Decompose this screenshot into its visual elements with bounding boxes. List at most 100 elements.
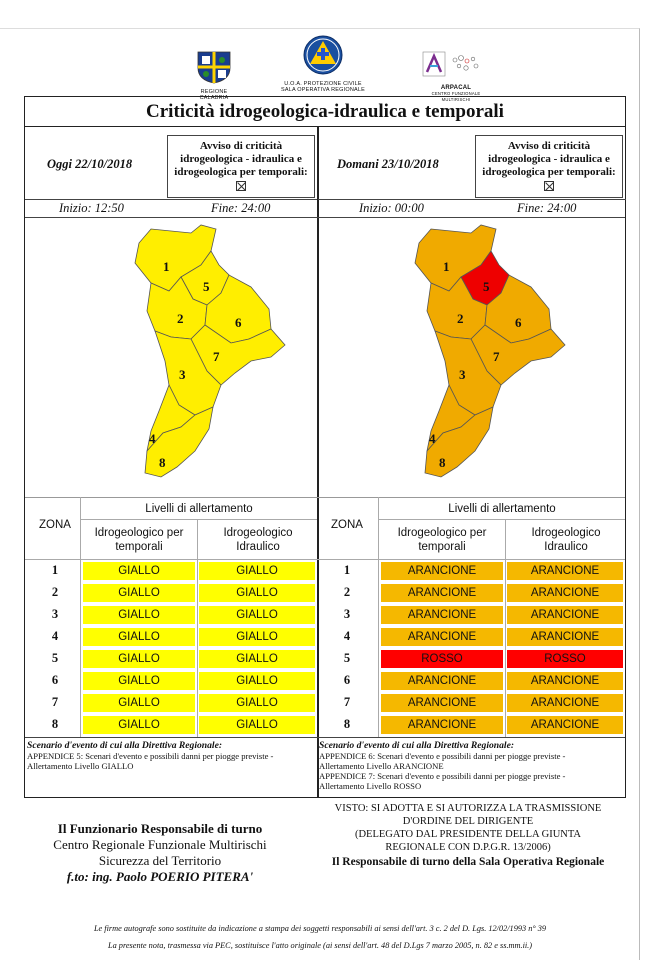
tomorrow-avviso-line-2: idrogeologica - idraulica e — [488, 153, 610, 165]
scenario-line: Allertamento Livello ROSSO — [319, 781, 422, 791]
today-level-cell: GIALLO — [199, 672, 315, 690]
scenario-line: Allertamento Livello GIALLO — [27, 761, 134, 771]
logo-center-caption-2: SALA OPERATIVA REGIONALE — [280, 87, 366, 93]
logo-left-caption: REGIONE CALABRIA — [199, 89, 229, 101]
today-zone-number: 4 — [51, 629, 59, 643]
col2-header: Idrogeologico Idraulico — [507, 526, 625, 554]
today-scenario: Scenario d'evento di cui alla Direttiva … — [27, 740, 315, 772]
protezione-civile-emblem-icon — [303, 35, 343, 75]
tomorrow-level-cell: ARANCIONE — [381, 584, 503, 602]
signature-left-line: Centro Regionale Funzionale Multirischi — [53, 837, 267, 852]
today-level-cell: GIALLO — [199, 628, 315, 646]
today-zone-number: 6 — [51, 673, 59, 687]
zona-header: ZONA — [39, 519, 71, 531]
col1-header-line1: Idrogeologico per — [397, 527, 487, 539]
livelli-header: Livelli di allertamento — [448, 503, 556, 515]
map-zone-label: 3 — [179, 367, 186, 382]
tomorrow-level-cell: ARANCIONE — [507, 584, 623, 602]
today-level-cell: GIALLO — [83, 584, 195, 602]
regione-calabria-logo: REGIONE CALABRIA — [186, 50, 242, 101]
zona-header: ZONA — [331, 519, 363, 531]
today-level-cell: GIALLO — [83, 562, 195, 580]
today-level-cell: GIALLO — [199, 716, 315, 734]
map-zone-label: 7 — [493, 349, 500, 364]
map-zone-label: 8 — [159, 455, 166, 470]
arpacal-emblem-icon — [422, 51, 479, 77]
map-zone-label: 8 — [439, 455, 446, 470]
map-zone-label: 4 — [149, 431, 156, 446]
divider — [378, 497, 379, 737]
tomorrow-fine: Fine: 24:00 — [517, 201, 577, 215]
today-level-cell: GIALLO — [199, 650, 315, 668]
column-divider — [317, 127, 319, 797]
today-level-cell: GIALLO — [83, 628, 195, 646]
tomorrow-date-label: Domani 23/10/2018 — [337, 157, 439, 171]
livelli-header: Livelli di allertamento — [145, 503, 253, 515]
tomorrow-avviso-line-3: idrogeologica per temporali: — [482, 166, 616, 178]
today-fine: Fine: 24:00 — [211, 201, 271, 215]
tomorrow-avviso-checkbox-icon — [544, 181, 554, 191]
map-zone-label: 2 — [177, 311, 184, 326]
map-zone-label: 7 — [213, 349, 220, 364]
tomorrow-level-cell: ROSSO — [507, 650, 623, 668]
col1-header: Idrogeologico per temporali — [379, 526, 505, 554]
signature-left-line: Il Funzionario Responsabile di turno — [57, 821, 263, 836]
divider — [25, 217, 625, 218]
signature-right-line: REGIONALE CON D.P.G.R. 13/2006) — [385, 842, 551, 853]
today-avviso-checkbox-icon — [236, 181, 246, 191]
signature-right: VISTO: SI ADOTTA E SI AUTORIZZA LA TRASM… — [318, 802, 618, 869]
divider — [80, 497, 81, 737]
map-zone-label: 1 — [443, 259, 450, 274]
today-avviso-line-2: idrogeologica - idraulica e — [180, 153, 302, 165]
today-level-cell: GIALLO — [83, 650, 195, 668]
tomorrow-level-cell: ARANCIONE — [507, 628, 623, 646]
footer-note: La presente nota, trasmessa via PEC, sos… — [107, 941, 533, 950]
today-zone-number: 2 — [51, 585, 59, 599]
today-zone-number: 7 — [51, 695, 59, 709]
today-inizio: Inizio: 12:50 — [59, 201, 124, 215]
tomorrow-scenario: Scenario d'evento di cui alla Direttiva … — [319, 740, 625, 792]
today-level-cell: GIALLO — [199, 562, 315, 580]
today-level-cell: GIALLO — [83, 672, 195, 690]
tomorrow-zone-number: 8 — [343, 717, 351, 731]
tomorrow-avviso-box: Avviso di criticità idrogeologica - idra… — [475, 135, 623, 198]
logo-right-caption-2: CENTRO FUNZIONALE MULTIRISCHI — [431, 91, 481, 102]
tomorrow-level-cell: ARANCIONE — [381, 716, 503, 734]
tomorrow-level-cell: ARANCIONE — [507, 562, 623, 580]
zone-8-area — [144, 406, 214, 478]
tomorrow-zone-number: 5 — [343, 651, 351, 665]
bulletin-frame: Criticità idrogeologica-idraulica e temp… — [24, 96, 626, 798]
today-level-cell: GIALLO — [199, 584, 315, 602]
scenario-line: APPENDICE 5: Scenari d'evento e possibil… — [27, 751, 274, 761]
divider — [505, 519, 506, 737]
signature-right-line: D'ORDINE DEL DIRIGENTE — [402, 816, 534, 827]
footer-note: Le firme autografe sono sostituite da in… — [93, 924, 547, 933]
tomorrow-zone-number: 4 — [343, 629, 351, 643]
tomorrow-level-cell: ARANCIONE — [507, 694, 623, 712]
tomorrow-level-cell: ARANCIONE — [381, 562, 503, 580]
col2-header-line1: Idrogeologico — [531, 527, 601, 539]
divider — [197, 519, 198, 737]
today-zone-number: 5 — [51, 651, 59, 665]
today-zone-number: 8 — [51, 717, 59, 731]
today-level-cell: GIALLO — [83, 606, 195, 624]
divider — [25, 199, 317, 200]
map-zone-label: 4 — [429, 431, 436, 446]
tomorrow-level-cell: ARANCIONE — [507, 606, 623, 624]
tomorrow-level-cell: ROSSO — [381, 650, 503, 668]
scenario-title: Scenario d'evento di cui alla Direttiva … — [319, 740, 515, 751]
today-level-cell: GIALLO — [83, 716, 195, 734]
today-level-cell: GIALLO — [199, 694, 315, 712]
divider — [379, 519, 625, 520]
col1-header-line2: temporali — [418, 541, 466, 553]
arpacal-logo: ARPACAL CENTRO FUNZIONALE MULTIRISCHI — [418, 50, 494, 103]
tomorrow-level-cell: ARANCIONE — [381, 606, 503, 624]
scenario-line: APPENDICE 6: Scenari d'evento e possibil… — [319, 751, 566, 761]
map-zone-label: 6 — [515, 315, 522, 330]
map-zone-label: 5 — [203, 279, 210, 294]
tomorrow-zone-number: 1 — [343, 563, 351, 577]
logo-center-caption-1: U.O.A. PROTEZIONE CIVILE — [284, 81, 362, 87]
tomorrow-level-cell: ARANCIONE — [507, 716, 623, 734]
today-level-cell: GIALLO — [199, 606, 315, 624]
col1-header-line1: Idrogeologico per — [94, 527, 184, 539]
